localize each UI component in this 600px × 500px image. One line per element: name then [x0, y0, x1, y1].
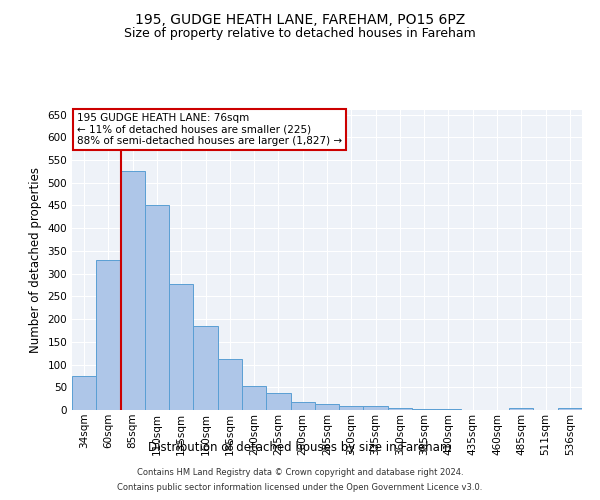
Y-axis label: Number of detached properties: Number of detached properties	[29, 167, 42, 353]
Bar	[169, 284, 193, 410]
Bar	[364, 406, 388, 410]
Text: 195, GUDGE HEATH LANE, FAREHAM, PO15 6PZ: 195, GUDGE HEATH LANE, FAREHAM, PO15 6PZ	[135, 12, 465, 26]
Bar	[96, 260, 121, 410]
Bar	[242, 386, 266, 410]
Bar	[72, 376, 96, 410]
Bar	[266, 393, 290, 410]
Bar	[218, 358, 242, 410]
Bar	[412, 409, 436, 410]
Bar	[193, 326, 218, 410]
Bar	[509, 408, 533, 410]
Bar	[315, 404, 339, 410]
Text: 195 GUDGE HEATH LANE: 76sqm
← 11% of detached houses are smaller (225)
88% of se: 195 GUDGE HEATH LANE: 76sqm ← 11% of det…	[77, 113, 342, 146]
Bar	[145, 206, 169, 410]
Bar	[290, 402, 315, 410]
Bar	[339, 406, 364, 410]
Bar	[436, 409, 461, 410]
Bar	[121, 172, 145, 410]
Bar	[388, 408, 412, 410]
Text: Contains public sector information licensed under the Open Government Licence v3: Contains public sector information licen…	[118, 483, 482, 492]
Bar	[558, 408, 582, 410]
Text: Contains HM Land Registry data © Crown copyright and database right 2024.: Contains HM Land Registry data © Crown c…	[137, 468, 463, 477]
Text: Distribution of detached houses by size in Fareham: Distribution of detached houses by size …	[148, 441, 452, 454]
Text: Size of property relative to detached houses in Fareham: Size of property relative to detached ho…	[124, 28, 476, 40]
